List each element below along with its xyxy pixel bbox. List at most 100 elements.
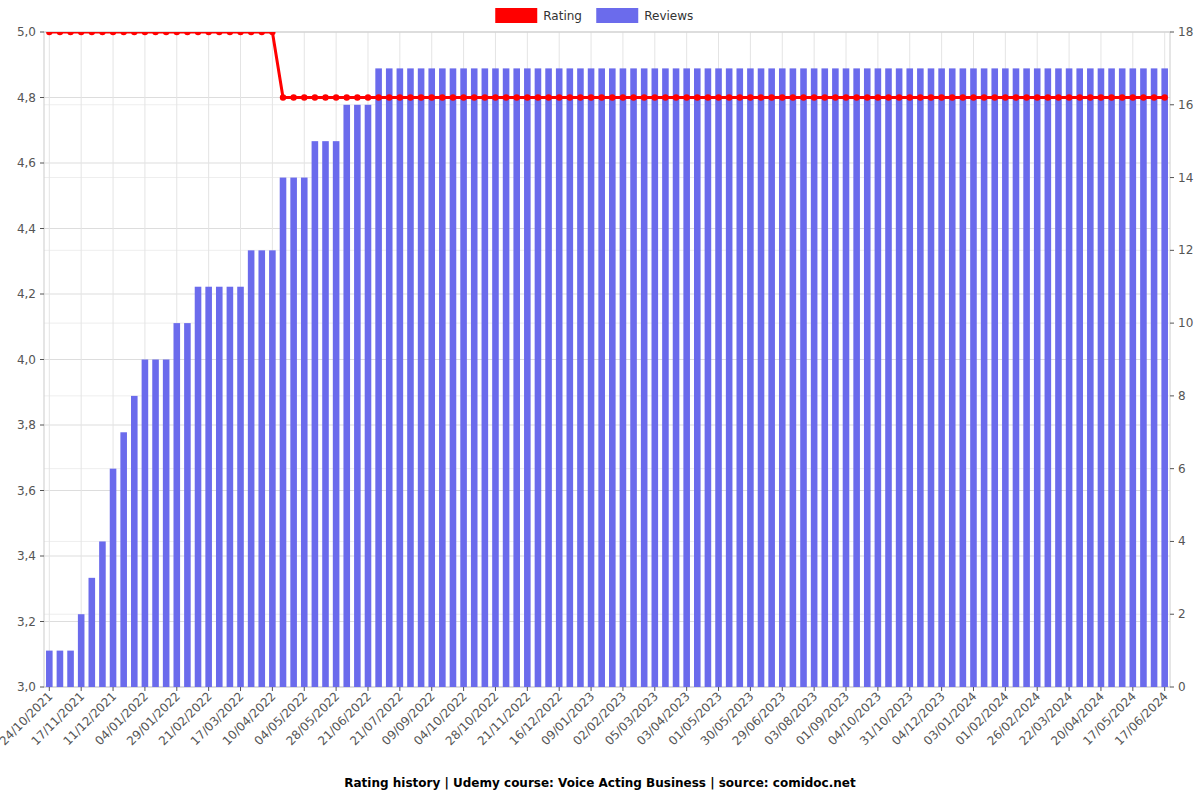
- bar: [588, 68, 595, 687]
- tick: [654, 687, 655, 691]
- tick-label: 4,2: [17, 287, 36, 301]
- grid-line: [49, 32, 50, 687]
- bar: [258, 250, 265, 687]
- bar: [970, 68, 977, 687]
- marker: [524, 94, 530, 100]
- tick: [40, 621, 44, 622]
- bar: [673, 68, 680, 687]
- bar: [110, 469, 117, 687]
- bar: [312, 141, 319, 687]
- marker: [110, 32, 116, 35]
- bar: [482, 68, 489, 687]
- tick: [1170, 250, 1174, 251]
- legend-swatch: [596, 8, 638, 23]
- bar: [1066, 68, 1073, 687]
- bar: [280, 178, 287, 687]
- bar: [1055, 68, 1062, 687]
- tick: [1170, 32, 1174, 33]
- tick-label: 8: [1178, 389, 1186, 403]
- tick: [304, 687, 305, 691]
- bar: [152, 360, 159, 688]
- tick-label: 10: [1178, 316, 1193, 330]
- legend-label: Reviews: [644, 9, 693, 23]
- bar: [1045, 68, 1052, 687]
- x-axis: 24/10/202117/11/202111/12/202104/01/2022…: [0, 687, 1171, 748]
- marker: [1140, 94, 1146, 100]
- title: Rating history | Udemy course: Voice Act…: [344, 776, 856, 790]
- bar: [705, 68, 712, 687]
- tick: [144, 687, 145, 691]
- plot-frame: [44, 32, 1170, 687]
- marker: [333, 94, 339, 100]
- bar: [652, 68, 659, 687]
- marker: [1108, 94, 1114, 100]
- marker: [1119, 94, 1125, 100]
- bar: [1076, 68, 1083, 687]
- bar: [694, 68, 701, 687]
- tick-label: 5,0: [17, 25, 36, 39]
- bar: [758, 68, 765, 687]
- tick-label: 6: [1178, 462, 1186, 476]
- tick: [846, 687, 847, 691]
- marker: [694, 94, 700, 100]
- marker: [1023, 94, 1029, 100]
- bar: [1034, 68, 1041, 687]
- marker: [312, 94, 318, 100]
- bar: [173, 323, 180, 687]
- marker: [450, 94, 456, 100]
- bar: [928, 68, 935, 687]
- marker: [386, 94, 392, 100]
- bar: [46, 651, 53, 687]
- marker: [301, 94, 307, 100]
- bar: [375, 68, 382, 687]
- bar: [1087, 68, 1094, 687]
- bar: [365, 105, 372, 687]
- bar: [567, 68, 574, 687]
- marker: [811, 94, 817, 100]
- tick: [40, 490, 44, 491]
- marker: [503, 94, 509, 100]
- marker: [280, 94, 286, 100]
- marker: [598, 94, 604, 100]
- tick-label: 4,4: [17, 222, 36, 236]
- grid-line: [44, 468, 1170, 469]
- bar: [577, 68, 584, 687]
- marker: [1151, 94, 1157, 100]
- grid-line: [44, 614, 1170, 615]
- bar: [875, 68, 882, 687]
- marker: [747, 94, 753, 100]
- bar: [1013, 68, 1020, 687]
- marker: [365, 94, 371, 100]
- marker: [163, 32, 169, 35]
- bar: [301, 178, 308, 687]
- marker: [1066, 94, 1072, 100]
- tick-label: 18: [1178, 25, 1193, 39]
- bar: [205, 287, 212, 687]
- bar: [949, 68, 956, 687]
- marker: [588, 94, 594, 100]
- tick: [814, 687, 815, 691]
- bar: [1161, 68, 1168, 687]
- marker: [1161, 94, 1167, 100]
- tick: [367, 687, 368, 691]
- bar: [503, 68, 510, 687]
- marker: [174, 32, 180, 35]
- grid-line: [44, 556, 1170, 557]
- grid-line: [44, 250, 1170, 251]
- y-axis: 3,03,23,43,63,84,04,24,44,64,85,0: [17, 25, 44, 694]
- bar: [354, 105, 361, 687]
- marker: [928, 94, 934, 100]
- bar: [1130, 68, 1137, 687]
- tick: [40, 97, 44, 98]
- marker: [779, 94, 785, 100]
- marker: [535, 94, 541, 100]
- bar: [1140, 68, 1147, 687]
- tick-label: 4,0: [17, 353, 36, 367]
- marker: [131, 32, 137, 35]
- grid-line: [44, 104, 1170, 105]
- grid-line: [44, 541, 1170, 542]
- tick: [208, 687, 209, 691]
- bar: [460, 68, 467, 687]
- marker: [78, 32, 84, 35]
- bar: [142, 360, 149, 688]
